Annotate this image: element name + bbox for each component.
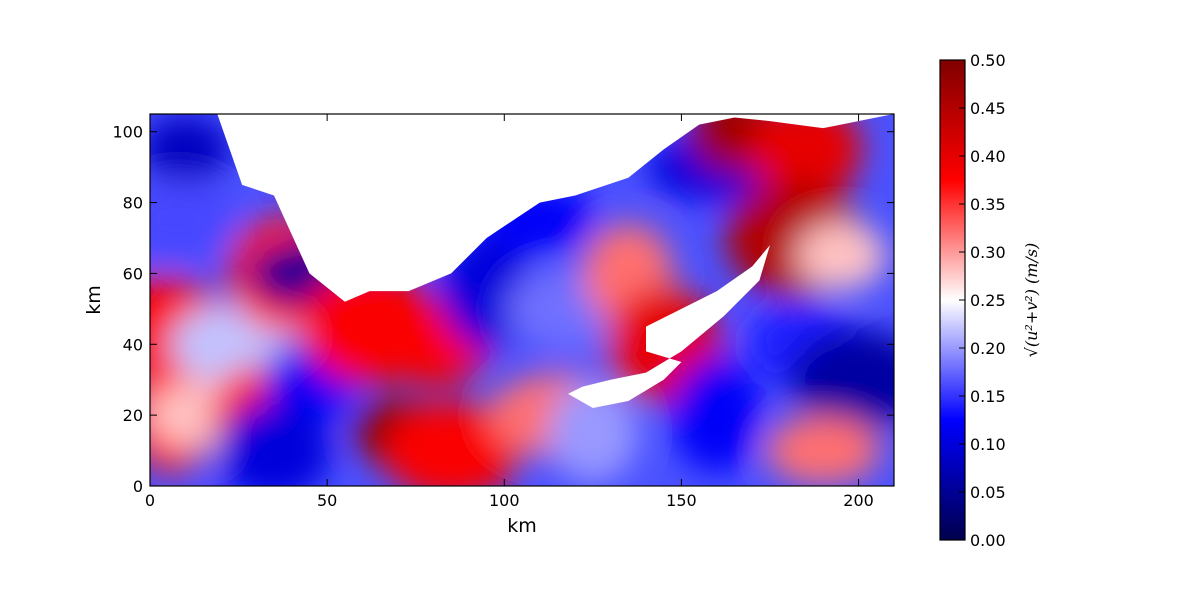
heat-field-14 — [382, 400, 521, 486]
y-tick-label: 60 — [123, 264, 143, 283]
heatmap-area — [150, 114, 894, 486]
heat-field-0 — [150, 115, 231, 184]
y-axis-title: km — [83, 285, 105, 315]
y-tick-label: 100 — [112, 123, 143, 142]
colorbar-tick-label: 0.25 — [970, 291, 1006, 310]
y-tick-label: 0 — [133, 477, 143, 496]
colorbar: 0.00 0.05 0.10 0.15 0.20 0.25 0.30 0.35 0.40 0.45… — [939, 51, 1041, 550]
heat-field-28 — [766, 416, 881, 485]
x-axis: 0 50 100 150 200 — [145, 114, 874, 510]
colorbar-tick-label: 0.05 — [970, 483, 1006, 502]
colorbar-tick-label: 0.20 — [970, 339, 1006, 358]
heat-field-22 — [748, 114, 863, 200]
heatmap-fields — [150, 114, 894, 486]
heat-field-27 — [671, 357, 762, 474]
land-mask — [217, 114, 894, 409]
colorbar-tick-label: 0.10 — [970, 435, 1006, 454]
colorbar-tick-label: 0.40 — [970, 147, 1006, 166]
colorbar-tick-label: 0.15 — [970, 387, 1006, 406]
x-tick-label: 100 — [489, 491, 520, 510]
colorbar-ticks: 0.00 0.05 0.10 0.15 0.20 0.25 0.30 0.35 0.40 0.45… — [959, 51, 1006, 550]
heat-field-30 — [547, 382, 638, 483]
heat-field-1 — [150, 178, 236, 263]
x-tick-label: 150 — [666, 491, 697, 510]
land-island — [568, 245, 770, 409]
colorbar-title: √(u²+v²) (m/s) — [1022, 243, 1041, 358]
land-north-land — [217, 114, 894, 302]
colorbar-tick-label: 0.50 — [970, 51, 1006, 70]
y-tick-label: 40 — [123, 335, 143, 354]
y-axis: 0 20 40 60 80 100 — [112, 123, 894, 496]
heat-field-24 — [795, 221, 886, 290]
colorbar-tick-label: 0.45 — [970, 99, 1006, 118]
colorbar-tick-label: 0.00 — [970, 531, 1006, 550]
plot-frame — [149, 113, 895, 487]
heat-field-10 — [217, 400, 331, 486]
colorbar-tick-label: 0.35 — [970, 195, 1006, 214]
x-tick-label: 0 — [145, 491, 155, 510]
colorbar-tick-label: 0.30 — [970, 243, 1006, 262]
x-tick-label: 50 — [317, 491, 337, 510]
x-axis-title: km — [507, 515, 537, 537]
y-tick-label: 20 — [123, 406, 143, 425]
heat-field-26 — [789, 329, 894, 430]
x-tick-label: 200 — [843, 491, 874, 510]
y-tick-label: 80 — [123, 194, 143, 213]
